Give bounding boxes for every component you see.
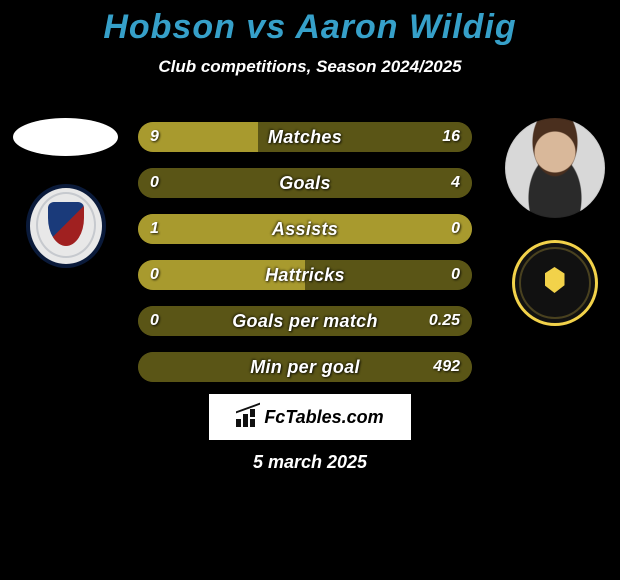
- stat-bar-label: Matches: [138, 122, 472, 152]
- player-photo-right: [505, 118, 605, 218]
- stat-bar-label: Hattricks: [138, 260, 472, 290]
- stat-bar-right-value: 16: [442, 122, 460, 152]
- stat-bars: Matches916Goals04Assists10Hattricks00Goa…: [138, 122, 472, 398]
- stat-bar-label: Min per goal: [138, 352, 472, 382]
- site-label: FcTables.com: [264, 407, 383, 428]
- site-logo-icon: [236, 407, 258, 427]
- player-photo-left: [13, 118, 118, 156]
- stat-bar-label: Goals per match: [138, 306, 472, 336]
- right-player-column: [497, 118, 612, 326]
- generated-date: 5 march 2025: [0, 452, 620, 473]
- left-player-column: [8, 118, 123, 268]
- subtitle: Club competitions, Season 2024/2025: [0, 57, 620, 77]
- stat-bar-left-value: 0: [150, 306, 159, 336]
- comparison-card: Hobson vs Aaron Wildig Club competitions…: [0, 0, 620, 580]
- stat-bar: Min per goal492: [138, 352, 472, 382]
- club-badge-right-icon: [512, 240, 598, 326]
- stat-bar-left-value: 0: [150, 168, 159, 198]
- stat-bar: Matches9 16: [138, 122, 472, 152]
- stat-bar-left-value: 0: [150, 260, 159, 290]
- stat-bar: Hattricks0 0: [138, 260, 472, 290]
- stat-bar-right-value: 0: [451, 260, 460, 290]
- club-badge-left-icon: [26, 184, 106, 268]
- stat-bar-left-value: 9: [150, 122, 159, 152]
- page-title: Hobson vs Aaron Wildig: [0, 0, 620, 47]
- stat-bar-label: Goals: [138, 168, 472, 198]
- stat-bar: Goals0 4: [138, 168, 472, 198]
- stat-bar-left-value: 1: [150, 214, 159, 244]
- stat-bar: Assists1 0: [138, 214, 472, 244]
- stat-bar-right-value: 492: [433, 352, 460, 382]
- stat-bar-label: Assists: [138, 214, 472, 244]
- stat-bar-right-value: 0: [451, 214, 460, 244]
- stat-bar: Goals per match0 0.25: [138, 306, 472, 336]
- stat-bar-right-value: 4: [451, 168, 460, 198]
- stat-bar-right-value: 0.25: [429, 306, 460, 336]
- site-attribution[interactable]: FcTables.com: [207, 392, 413, 442]
